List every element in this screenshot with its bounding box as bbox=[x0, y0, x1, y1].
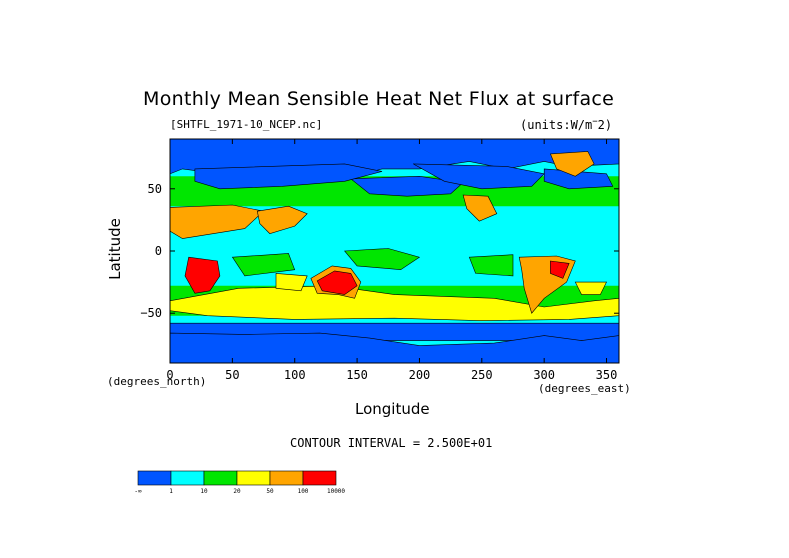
colorbar-label-1: 1 bbox=[169, 488, 173, 495]
x-tick-label-100: 100 bbox=[284, 368, 306, 382]
colorbar-label-2: 10 bbox=[200, 488, 208, 495]
units-label: (units:W/m−2) bbox=[520, 117, 613, 132]
x-tick-label-350: 350 bbox=[596, 368, 618, 382]
region-tropical-green-a bbox=[343, 248, 421, 271]
axes: 0 50 100 150 200 250 300 350 −50 0 50 bbox=[140, 139, 619, 382]
x-tick-label-50: 50 bbox=[225, 368, 239, 382]
region-eurasia bbox=[194, 163, 383, 190]
colorbar-swatch-0 bbox=[137, 470, 172, 486]
region-indian-green bbox=[231, 253, 296, 277]
x-axis-units: (degrees_east) bbox=[538, 382, 631, 395]
region-yellow-b bbox=[574, 281, 607, 295]
region-australia-interior bbox=[316, 270, 358, 295]
region-north-atlantic bbox=[543, 168, 614, 190]
region-south-asia bbox=[256, 205, 308, 234]
y-axis-label: Latitude bbox=[105, 218, 124, 280]
x-tick-label-250: 250 bbox=[471, 368, 493, 382]
region-south-america-red bbox=[550, 260, 570, 279]
colorbar-label-5: 100 bbox=[298, 488, 309, 495]
chart-title: Monthly Mean Sensible Heat Net Flux at s… bbox=[143, 88, 615, 110]
colorbar-label-6: 10000 bbox=[327, 488, 345, 495]
colorbar-label-0: -∞ bbox=[134, 488, 142, 495]
y-axis-units: (degrees_north) bbox=[107, 375, 207, 388]
region-antarctica bbox=[170, 332, 619, 363]
region-greenland bbox=[549, 151, 595, 177]
colorbar-swatch-1 bbox=[170, 470, 205, 486]
colorbar-label-3: 20 bbox=[233, 488, 241, 495]
colorbar-swatch-2 bbox=[203, 470, 238, 486]
contour-interval-label: CONTOUR INTERVAL = 2.500E+01 bbox=[290, 436, 493, 450]
region-western-us bbox=[462, 194, 498, 222]
colorbar-label-4: 50 bbox=[266, 488, 274, 495]
y-tick-label-0: 0 bbox=[155, 244, 162, 258]
region-north-pacific bbox=[349, 175, 464, 197]
colorbar-swatch-5 bbox=[302, 470, 337, 486]
region-africa-south bbox=[184, 256, 221, 294]
region-yellow-a bbox=[275, 273, 308, 292]
x-tick-label-300: 300 bbox=[533, 368, 555, 382]
region-north-america bbox=[413, 163, 545, 190]
region-sahara bbox=[170, 204, 265, 239]
x-axis-label: Longitude bbox=[355, 400, 430, 418]
region-south-yellow-band bbox=[170, 285, 619, 322]
x-tick-label-150: 150 bbox=[346, 368, 368, 382]
region-tropical-green-b bbox=[468, 254, 514, 277]
colorbar: -∞ 1 10 20 50 100 10000 bbox=[134, 470, 345, 495]
y-tick-label-50: 50 bbox=[148, 182, 162, 196]
colorbar-swatch-3 bbox=[236, 470, 271, 486]
colorbar-swatch-4 bbox=[269, 470, 304, 486]
x-tick-label-0: 0 bbox=[166, 368, 173, 382]
file-label: [SHTFL_1971-10_NCEP.nc] bbox=[170, 118, 323, 131]
x-tick-label-200: 200 bbox=[409, 368, 431, 382]
heatmap-field bbox=[170, 139, 619, 363]
y-tick-label--50: −50 bbox=[140, 306, 162, 320]
